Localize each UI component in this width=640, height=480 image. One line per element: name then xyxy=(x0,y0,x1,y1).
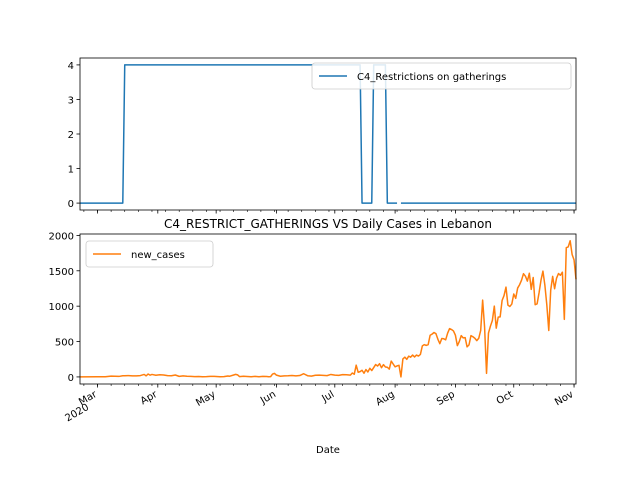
x-tick-label: Oct xyxy=(495,389,516,407)
x-tick-label: Apr xyxy=(139,389,160,408)
bottom-chart-y-axis: 0 500 1000 1500 2000 xyxy=(49,231,80,384)
series-line-new_cases xyxy=(79,239,577,378)
bottom-chart-frame xyxy=(79,233,577,385)
bottom-chart-plot-area xyxy=(79,239,577,378)
bottom-chart-panel: C4_RESTRICT_GATHERINGS VS Daily Cases in… xyxy=(49,217,577,456)
y-tick-label: 2000 xyxy=(49,231,74,242)
y-tick-label: 1500 xyxy=(49,267,74,278)
top-chart-legend-label: C4_Restrictions on gatherings xyxy=(357,72,506,83)
x-tick-label: Sep xyxy=(435,389,457,408)
x-tick-label: Aug xyxy=(374,389,396,408)
x-tick-label: 2020 xyxy=(63,402,91,424)
top-chart-panel: 0 1 2 3 4 C4_Restrictions on gatherings xyxy=(68,57,577,214)
y-tick-label: 500 xyxy=(55,338,74,349)
top-chart-legend: C4_Restrictions on gatherings xyxy=(311,62,572,90)
top-chart-y-axis: 0 1 2 3 4 xyxy=(68,61,80,210)
bottom-chart-legend-label: new_cases xyxy=(131,250,185,261)
top-chart-legend-box xyxy=(311,62,572,90)
x-tick-label: Jul xyxy=(319,389,336,405)
x-tick-label: Jun xyxy=(258,389,278,407)
y-tick-label: 2 xyxy=(68,130,74,141)
series-line-C4_Restrictions on gatherings xyxy=(80,64,576,204)
x-tick-label: May xyxy=(194,389,217,409)
y-tick-label: 0 xyxy=(68,373,74,384)
x-axis-title: Date xyxy=(316,445,340,456)
y-tick-label: 1000 xyxy=(49,302,74,313)
y-tick-label: 0 xyxy=(68,199,74,210)
top-chart-x-axis xyxy=(83,210,575,214)
y-tick-label: 4 xyxy=(68,61,74,72)
bottom-chart-legend-box xyxy=(85,240,214,268)
y-tick-label: 1 xyxy=(68,165,74,176)
top-chart-plot-area xyxy=(80,64,576,204)
bottom-chart-title: C4_RESTRICT_GATHERINGS VS Daily Cases in… xyxy=(164,217,492,231)
bottom-chart-legend: new_cases xyxy=(85,240,214,268)
y-tick-label: 3 xyxy=(68,95,74,106)
x-tick-label: Nov xyxy=(553,389,575,408)
